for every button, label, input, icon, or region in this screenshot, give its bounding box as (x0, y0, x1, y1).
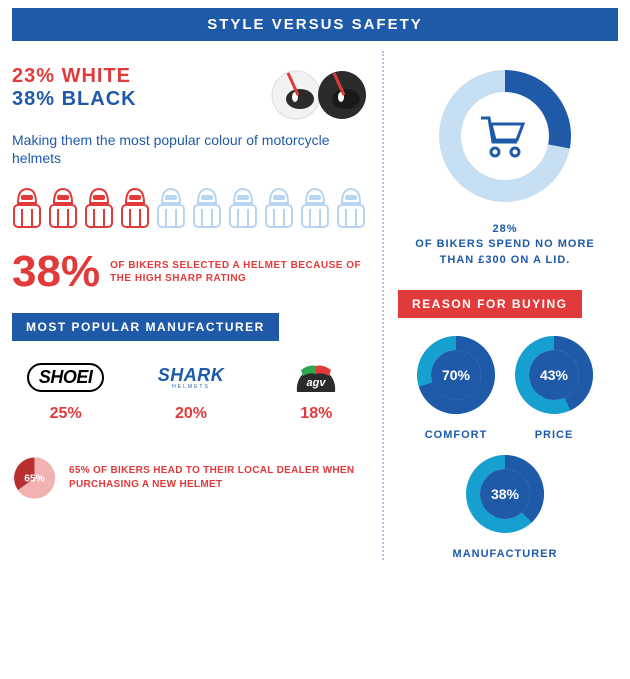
reason-banner: REASON FOR BUYING (398, 290, 582, 318)
agv-logo: agv (263, 359, 370, 395)
spend-donut-icon (430, 61, 580, 211)
manufacturer-banner: MOST POPULAR MANUFACTURER (12, 313, 279, 341)
color-subtitle: Making them the most popular colour of m… (12, 131, 370, 167)
svg-text:43%: 43% (540, 367, 569, 383)
helmet-icons (268, 65, 370, 121)
manufacturer-donut-icon: 38% (462, 451, 548, 537)
dealer-stat: 65% 65% OF BIKERS HEAD TO THEIR LOCAL DE… (12, 445, 370, 511)
spend-donut-box: 28%OF BIKERS SPEND NO MORE THAN £300 ON … (398, 61, 612, 268)
main-container: 23% WHITE 38% BLACK (0, 41, 630, 570)
helmet-color-stat: 23% WHITE 38% BLACK (12, 65, 370, 121)
reason-comfort: 70% COMFORT (413, 332, 499, 441)
svg-text:70%: 70% (442, 367, 471, 383)
rider-icon (12, 185, 42, 229)
rider-icon (264, 185, 294, 229)
price-donut-icon: 43% (511, 332, 597, 418)
white-pct: 23% WHITE (12, 65, 260, 88)
sharp-rating-stat: 38% OF BIKERS SELECTED A HELMET BECAUSE … (12, 247, 370, 297)
reason-row-1: 70% COMFORT 43% PRICE (398, 332, 612, 441)
rider-icon (300, 185, 330, 229)
shoei-logo-text: SHOEI (27, 363, 105, 392)
black-pct: 38% BLACK (12, 88, 260, 111)
brand-agv: agv 18% (263, 359, 370, 423)
reason-price: 43% PRICE (511, 332, 597, 441)
dealer-donut-icon: 65% (12, 445, 57, 511)
color-percent-block: 23% WHITE 38% BLACK (12, 65, 260, 111)
rider-icon (228, 185, 258, 229)
rider-icon (84, 185, 114, 229)
comfort-donut-icon: 70% (413, 332, 499, 418)
rider-icon (192, 185, 222, 229)
shoei-pct: 25% (12, 405, 119, 423)
svg-text:65%: 65% (24, 474, 44, 485)
left-column: 23% WHITE 38% BLACK (12, 51, 382, 560)
shark-logo-sub: HELMETS (172, 384, 210, 390)
sharp-text: OF BIKERS SELECTED A HELMET BECAUSE OF T… (110, 259, 370, 285)
shoei-logo: SHOEI (12, 359, 119, 395)
sharp-pct: 38% (12, 247, 100, 297)
rider-icon (336, 185, 366, 229)
svg-text:agv: agv (307, 377, 327, 389)
rider-icon (120, 185, 150, 229)
brands-row: SHOEI 25% SHARK HELMETS 20% agv (12, 359, 370, 423)
reason-row-2: 38% MANUFACTURER (398, 451, 612, 560)
shark-logo-text: SHARK (158, 365, 225, 386)
price-label: PRICE (511, 429, 597, 441)
manufacturer-label: MANUFACTURER (398, 548, 612, 560)
page-title-banner: STYLE VERSUS SAFETY (12, 8, 618, 41)
right-column: 28%OF BIKERS SPEND NO MORE THAN £300 ON … (382, 51, 612, 560)
rider-icon (48, 185, 78, 229)
agv-pct: 18% (263, 405, 370, 423)
brand-shoei: SHOEI 25% (12, 359, 119, 423)
spend-label: 28%OF BIKERS SPEND NO MORE THAN £300 ON … (398, 222, 612, 268)
helmet-black-icon (314, 65, 370, 121)
rider-icon (156, 185, 186, 229)
svg-text:38%: 38% (491, 486, 520, 502)
shark-logo: SHARK HELMETS (137, 359, 244, 395)
riders-row (12, 185, 370, 229)
dealer-text: 65% OF BIKERS HEAD TO THEIR LOCAL DEALER… (69, 464, 370, 492)
comfort-label: COMFORT (413, 429, 499, 441)
shark-pct: 20% (137, 405, 244, 423)
brand-shark: SHARK HELMETS 20% (137, 359, 244, 423)
